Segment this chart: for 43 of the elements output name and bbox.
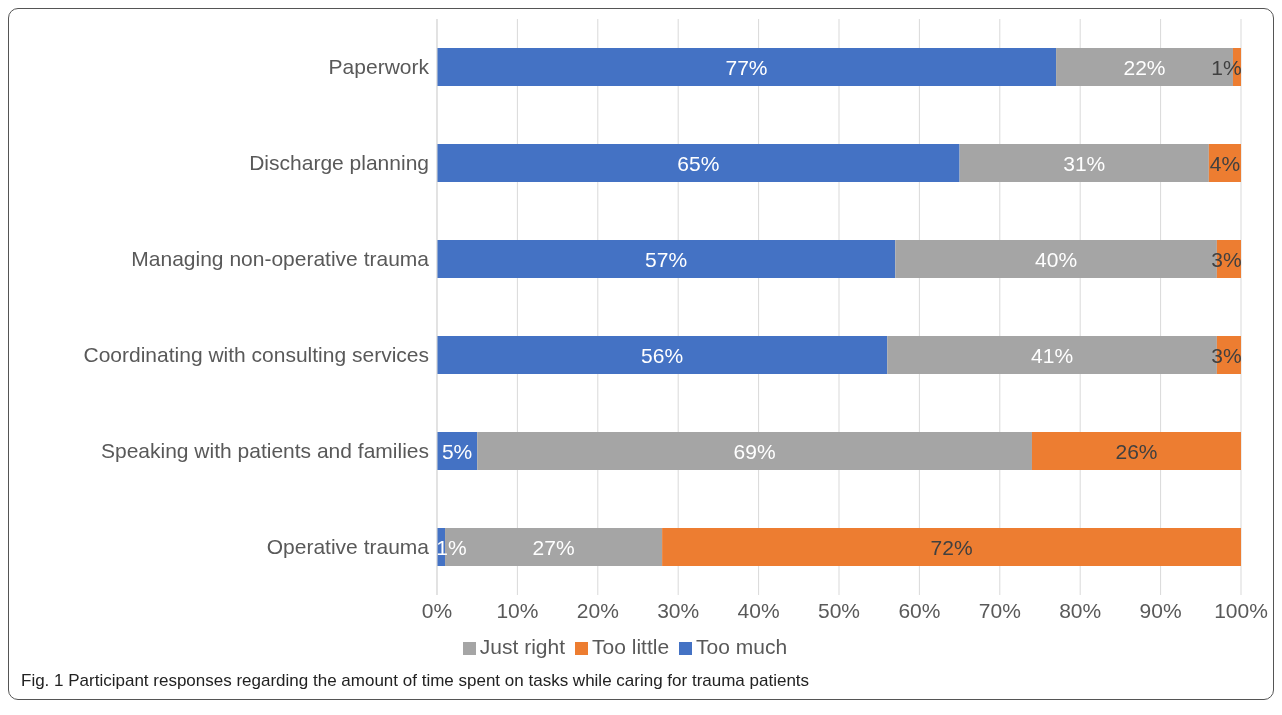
bar [437,336,888,374]
data-label: 5% [441,439,473,463]
x-tick-label: 20% [576,598,619,622]
x-tick-label: 50% [817,598,861,622]
bar [477,432,1032,470]
data-label: 27% [532,535,575,559]
bar [437,48,1057,86]
x-tick-label: 100% [1214,598,1268,622]
y-tick-label: Managing non-operative trauma [131,247,430,271]
y-tick-label: Coordinating with consulting services [83,343,429,367]
data-label: 65% [677,151,720,175]
data-label: 40% [1035,247,1078,271]
data-label: 56% [641,343,684,367]
bar [437,240,896,278]
data-label: 4% [1209,151,1241,175]
bar [1031,432,1241,470]
data-label: 69% [733,439,776,463]
bar [437,144,960,182]
y-tick-label: Operative trauma [266,535,430,559]
x-tick-label: 30% [657,598,700,622]
data-label: 31% [1063,151,1106,175]
legend-label: Too much [696,635,788,658]
y-tick-label: Speaking with patients and families [100,439,429,463]
data-label: 22% [1123,55,1166,79]
data-label: 41% [1031,343,1074,367]
data-label: 77% [725,55,768,79]
legend-label: Just right [479,635,566,658]
x-tick-label: 0% [421,598,453,622]
data-label: 72% [930,535,973,559]
x-tick-label: 40% [737,598,780,622]
x-tick-label: 70% [978,598,1021,622]
bar [662,528,1241,566]
x-tick-label: 60% [898,598,941,622]
bar [959,144,1209,182]
data-label: 26% [1115,439,1158,463]
caption: Fig. 1 Participant responses regarding the amount of time spent on tasks while caring for trauma patients [21,671,810,691]
y-tick-label: Paperwork [328,55,430,79]
legend-label: Too little [592,635,670,658]
y-tick-label: Discharge planning [249,151,429,175]
x-tick-label: 10% [496,598,539,622]
x-tick-label: 90% [1139,598,1182,622]
data-label: 57% [645,247,688,271]
x-tick-label: 80% [1059,598,1102,622]
